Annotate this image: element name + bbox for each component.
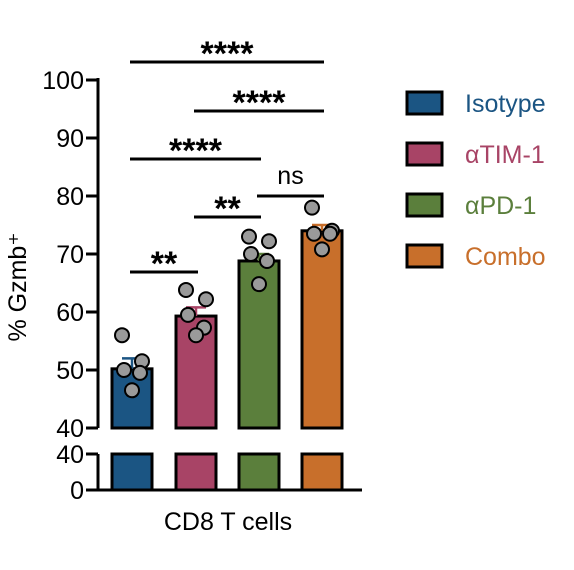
- significance-label: **: [151, 245, 178, 283]
- legend-label: Isotype: [465, 90, 546, 118]
- y-tick-label: 100: [42, 67, 84, 95]
- bar-3-upper: [302, 231, 342, 428]
- legend: Isotype αTIM-1 αPD-1 Combo: [407, 90, 546, 271]
- data-point: [189, 328, 203, 342]
- data-point: [252, 277, 266, 291]
- significance-label: **: [214, 190, 241, 228]
- significance-label: ns: [277, 162, 303, 190]
- data-point: [133, 366, 147, 380]
- significance-label: ****: [233, 84, 287, 122]
- significance-label: ****: [201, 35, 255, 73]
- y-tick-label: 0: [70, 477, 84, 505]
- y-tick-label: 40: [56, 415, 84, 443]
- data-point: [323, 227, 337, 241]
- y-tick-label: 80: [56, 183, 84, 211]
- legend-label: αPD-1: [465, 192, 536, 220]
- y-tick-label: 40: [56, 441, 84, 469]
- data-point: [262, 234, 276, 248]
- data-point: [117, 363, 131, 377]
- bar-2-lower: [239, 454, 279, 490]
- x-axis-title: CD8 T cells: [164, 508, 292, 536]
- significance-label: ****: [169, 132, 223, 170]
- data-point: [305, 201, 319, 215]
- legend-swatch: [407, 92, 442, 114]
- legend-label: Combo: [465, 243, 546, 271]
- data-point: [115, 328, 129, 342]
- legend-swatch: [407, 245, 442, 267]
- data-point: [125, 383, 139, 397]
- data-point: [260, 254, 274, 268]
- legend-label: αTIM-1: [465, 141, 545, 169]
- data-point: [181, 308, 195, 322]
- y-tick-label: 90: [56, 125, 84, 153]
- data-point: [199, 292, 213, 306]
- data-point: [242, 230, 256, 244]
- data-point: [315, 242, 329, 256]
- data-point: [307, 227, 321, 241]
- data-point: [244, 247, 258, 261]
- bar-1-lower: [176, 454, 216, 490]
- legend-swatch: [407, 194, 442, 216]
- y-tick-label: 60: [56, 299, 84, 327]
- bar-0-lower: [112, 454, 152, 490]
- legend-swatch: [407, 143, 442, 165]
- y-tick-label: 70: [56, 241, 84, 269]
- y-axis-title: % Gzmb⁺: [4, 232, 32, 341]
- y-tick-label: 50: [56, 357, 84, 385]
- significance-brackets: **************ns**: [130, 35, 324, 283]
- data-point: [179, 283, 193, 297]
- bar-3-lower: [302, 454, 342, 490]
